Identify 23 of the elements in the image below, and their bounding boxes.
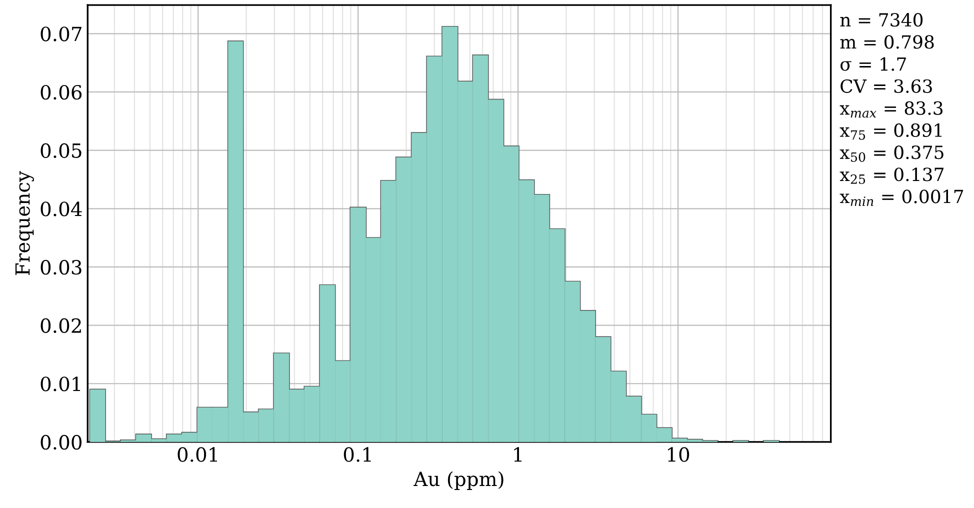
text: CV = 3.63 xyxy=(840,79,932,93)
text: x$_{min}$ = 0.0017 xyxy=(840,190,964,206)
text: x$_{25}$ = 0.137 xyxy=(840,168,944,184)
x-tick-label: 0.01 xyxy=(178,447,217,462)
text: n = 7340 xyxy=(840,13,923,27)
y-tick-label: 0.01 xyxy=(40,376,80,392)
y-tick-label: 0.02 xyxy=(40,318,81,333)
y-axis-title: Frequency xyxy=(15,170,34,276)
text: x$_{50}$ = 0.375 xyxy=(840,145,944,162)
y-tick-label: 0.06 xyxy=(40,84,82,100)
y-tick-label: 0.07 xyxy=(40,26,82,42)
y-tick-label: 0.00 xyxy=(40,434,82,450)
y-tick-label: 0.03 xyxy=(40,260,82,275)
y-tick-label: 0.05 xyxy=(40,143,82,158)
text: x$_{75}$ = 0.891 xyxy=(840,123,942,140)
text: σ = 1.7 xyxy=(840,57,906,71)
text: x$_{max}$ = 83.3 xyxy=(840,101,943,118)
x-tick-label: 10 xyxy=(668,447,690,462)
y-tick-label: 0.04 xyxy=(40,202,82,216)
x-tick-label: 1 xyxy=(514,447,522,462)
x-tick-label: 0.1 xyxy=(344,447,371,462)
text: m = 0.798 xyxy=(840,35,934,49)
x-axis-title: Au (ppm) xyxy=(414,471,504,490)
